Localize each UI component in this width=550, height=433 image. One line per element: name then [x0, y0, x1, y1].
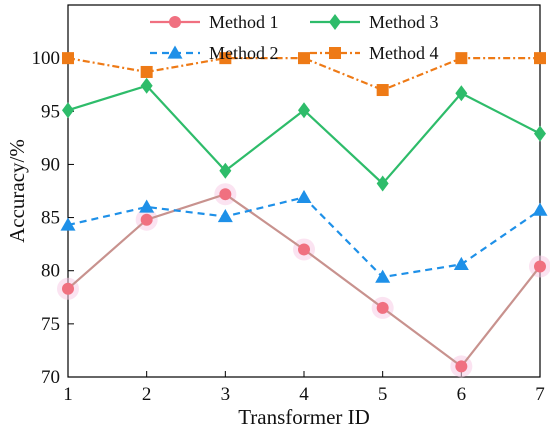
legend: Method 1 Method 2 Method 3 Method 4 [150, 12, 439, 63]
legend-item: Method 4 [310, 43, 439, 63]
y-tick-label: 85 [41, 208, 60, 229]
y-axis-label: Accuracy/% [5, 139, 29, 243]
data-point [62, 282, 74, 295]
series-line [67, 84, 541, 186]
y-tick-label: 90 [41, 154, 60, 175]
x-tick-label: 6 [457, 384, 467, 405]
legend-item: Method 3 [310, 12, 439, 32]
x-tick-label: 2 [142, 384, 152, 405]
data-point [140, 65, 153, 78]
x-tick-label: 3 [221, 384, 231, 405]
legend-label: Method 1 [209, 12, 279, 32]
legend-label: Method 3 [369, 12, 439, 32]
data-point [375, 269, 391, 283]
series-1 [57, 183, 550, 378]
data-point [219, 188, 232, 201]
legend-label: Method 2 [209, 43, 279, 63]
legend-item: Method 2 [150, 43, 279, 63]
y-tick-label: 95 [41, 101, 60, 122]
data-point [62, 52, 74, 65]
x-tick-label: 5 [378, 384, 388, 405]
y-tick-label: 75 [41, 314, 60, 335]
data-point [219, 52, 232, 65]
legend-marker [329, 14, 341, 30]
data-point [534, 52, 546, 65]
legend-label: Method 4 [369, 43, 439, 63]
x-tick-label: 7 [535, 384, 545, 405]
legend-marker [329, 47, 341, 59]
data-point [219, 162, 232, 179]
series-line [67, 196, 541, 279]
data-point [455, 52, 468, 65]
legend-marker [167, 45, 183, 59]
data-point [532, 202, 548, 216]
x-tick-label: 4 [299, 384, 309, 405]
data-point [298, 243, 310, 256]
series-4 [62, 52, 546, 97]
series-group [57, 52, 550, 378]
data-point [296, 189, 312, 204]
x-tick-label: 1 [63, 384, 73, 405]
data-point [140, 213, 153, 226]
data-point [140, 77, 153, 94]
series-3 [62, 77, 546, 192]
series-2 [60, 189, 548, 283]
data-point [139, 199, 155, 213]
y-tick-label: 100 [32, 48, 61, 69]
data-point [62, 102, 74, 119]
data-point [60, 217, 76, 231]
data-point [217, 209, 233, 223]
y-tick-label: 70 [41, 367, 60, 388]
data-point [534, 125, 546, 142]
data-point [534, 260, 546, 273]
legend-marker [169, 16, 181, 28]
data-point [455, 85, 468, 102]
x-axis-label: Transformer ID [238, 405, 370, 429]
data-point [376, 84, 389, 97]
data-point [376, 175, 389, 192]
axes: 70 75 80 85 90 95 100 1 2 3 4 5 6 7 [32, 4, 545, 405]
y-tick-label: 80 [41, 261, 60, 282]
data-point [453, 256, 469, 270]
data-point [298, 102, 310, 119]
data-point [376, 301, 389, 314]
data-point [455, 360, 468, 373]
legend-item: Method 1 [150, 12, 279, 32]
data-point [298, 52, 310, 65]
